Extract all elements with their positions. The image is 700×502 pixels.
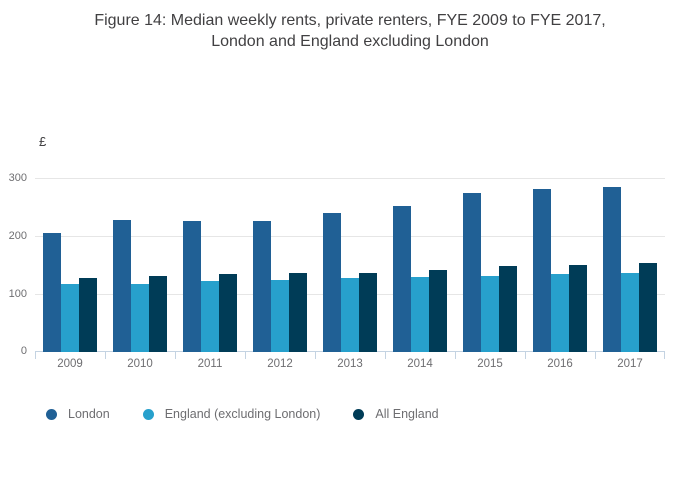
gridline-200 <box>35 236 665 237</box>
x-axis-tick <box>664 352 665 359</box>
bar-england-excluding-london-2012 <box>271 280 289 352</box>
bar-london-2010 <box>113 220 131 352</box>
chart-title-line2: London and England excluding London <box>211 33 489 50</box>
y-axis-tick-label-200: 200 <box>8 230 27 242</box>
legend-item-all-england: All England <box>353 407 439 421</box>
legend: London England (excluding London) All Engl… <box>46 407 439 421</box>
bar-all-england-2009 <box>79 278 97 352</box>
bar-london-2017 <box>603 187 621 352</box>
y-axis-tick-label-0: 0 <box>20 345 27 357</box>
legend-dot-all-england <box>353 408 365 420</box>
legend-label-england-excluding-london: England (excluding London) <box>164 407 321 421</box>
bar-england-excluding-london-2015 <box>481 276 499 352</box>
bar-london-2013 <box>323 213 341 352</box>
bar-england-excluding-london-2014 <box>411 277 429 352</box>
x-axis-tick <box>245 352 246 359</box>
x-axis-tick-label-2014: 2014 <box>407 358 433 370</box>
legend-dot-england-excluding-london <box>142 408 154 420</box>
legend-label-all-england: All England <box>375 407 439 421</box>
y-axis-unit-label: £ <box>39 134 47 149</box>
legend-label-london: London <box>68 407 110 421</box>
x-axis-tick-label-2011: 2011 <box>197 358 223 370</box>
bar-all-england-2010 <box>149 276 167 352</box>
bar-all-england-2016 <box>569 265 587 352</box>
x-axis-tick <box>315 352 316 359</box>
bar-london-2016 <box>533 189 551 352</box>
x-axis-tick <box>175 352 176 359</box>
x-axis-tick-label-2015: 2015 <box>477 358 503 370</box>
bar-england-excluding-london-2016 <box>551 274 569 352</box>
x-axis-tick <box>105 352 106 359</box>
bar-all-england-2015 <box>499 266 517 352</box>
bar-england-excluding-london-2009 <box>61 284 79 352</box>
chart-title-line1: Figure 14: Median weekly rents, private … <box>94 12 606 29</box>
bar-london-2014 <box>393 206 411 352</box>
y-axis-tick-labels: 0 100 200 300 <box>0 172 27 357</box>
legend-item-england-excluding-london: England (excluding London) <box>142 407 321 421</box>
bar-london-2011 <box>183 221 201 352</box>
bar-all-england-2014 <box>429 270 447 352</box>
x-axis-tick-label-2009: 2009 <box>57 358 83 370</box>
legend-item-london: London <box>46 407 110 421</box>
x-axis-tick-label-2010: 2010 <box>127 358 153 370</box>
bar-london-2009 <box>43 233 61 352</box>
chart-title: Figure 14: Median weekly rents, private … <box>0 10 700 52</box>
bar-all-england-2013 <box>359 273 377 352</box>
x-axis-tick <box>35 352 36 359</box>
gridline-300 <box>35 178 665 179</box>
y-axis-tick-label-100: 100 <box>8 288 27 300</box>
x-axis-tick-label-2017: 2017 <box>617 358 643 370</box>
x-axis-tick <box>455 352 456 359</box>
x-axis-tick-labels: 2009 2010 2011 2012 2013 2014 2015 2016 2017 <box>35 358 665 374</box>
x-axis-tick-label-2013: 2013 <box>337 358 363 370</box>
x-axis-tick-label-2012: 2012 <box>267 358 293 370</box>
x-axis-tick <box>525 352 526 359</box>
bar-all-england-2012 <box>289 273 307 352</box>
plot-area <box>35 178 665 359</box>
bar-england-excluding-london-2013 <box>341 278 359 352</box>
bar-london-2015 <box>463 193 481 352</box>
x-axis-tick <box>595 352 596 359</box>
bar-england-excluding-london-2017 <box>621 273 639 352</box>
x-axis-tick-label-2016: 2016 <box>547 358 573 370</box>
legend-dot-london <box>46 408 57 420</box>
bar-england-excluding-london-2010 <box>131 284 149 352</box>
bar-all-england-2011 <box>219 274 237 352</box>
x-axis-tick <box>385 352 386 359</box>
bar-all-england-2017 <box>639 263 657 352</box>
y-axis-tick-label-300: 300 <box>8 172 27 184</box>
bar-england-excluding-london-2011 <box>201 281 219 352</box>
bar-london-2012 <box>253 221 271 352</box>
